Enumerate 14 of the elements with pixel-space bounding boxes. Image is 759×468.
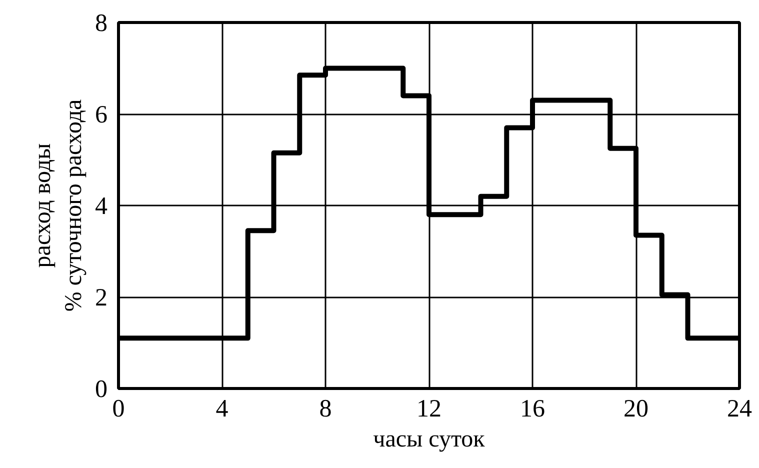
y-tick-label: 8 — [95, 10, 108, 37]
x-tick-label: 0 — [112, 396, 125, 422]
x-tick-label: 24 — [727, 396, 752, 422]
x-tick-label: 20 — [624, 396, 648, 422]
x-tick-label: 8 — [319, 396, 332, 422]
y-tick-label: 0 — [95, 376, 108, 403]
x-tick-label: 16 — [520, 396, 545, 422]
y-tick-label: 2 — [95, 284, 108, 312]
y-tick-label: 4 — [95, 193, 108, 220]
x-tick-label: 12 — [416, 396, 442, 422]
x-tick-label: 4 — [216, 396, 229, 422]
x-axis-title: часы суток — [373, 426, 486, 452]
y-tick-label: 6 — [95, 102, 108, 128]
y-axis-title: расход воды % суточного расхода — [30, 99, 87, 312]
